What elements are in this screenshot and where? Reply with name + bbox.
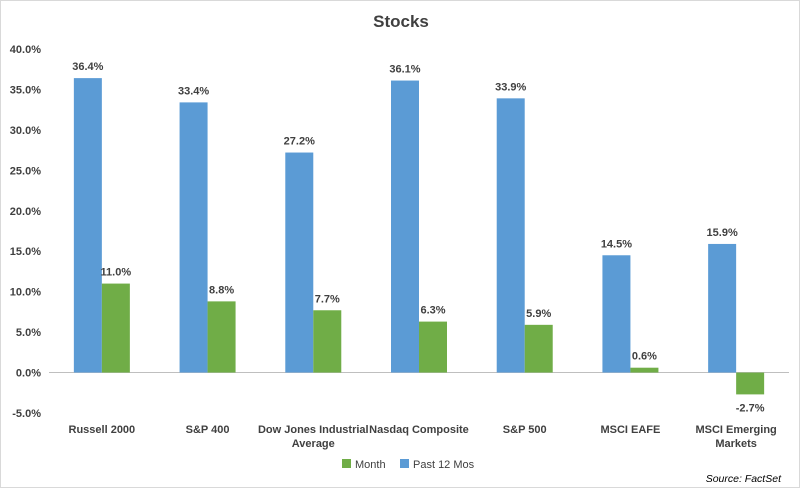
axis-layer: -5.0% 0.0% 5.0% 10.0% 15.0% 20.0% 25.0% 30.0% 35… (10, 44, 789, 450)
bar (524, 324, 553, 373)
source-note: Source: FactSet (706, 473, 782, 485)
bar (630, 367, 659, 373)
bar (285, 152, 314, 373)
bar (602, 255, 631, 373)
bar (73, 78, 102, 373)
data-label: 15.9% (707, 227, 738, 239)
bar (313, 310, 342, 373)
x-tick-label: S&P 500 (503, 424, 547, 436)
legend: Month Past 12 Mos (342, 459, 475, 471)
data-label: 36.4% (72, 61, 103, 73)
bar (496, 98, 525, 373)
y-tick-label: -5.0% (12, 408, 41, 420)
label-layer: 36.4% 11.0% 33.4% 8.8% 27.2% 7.7% 36.1% 6.3% 33.… (72, 61, 764, 414)
x-tick-label: Nasdaq Composite (369, 424, 469, 436)
data-label: 8.8% (209, 284, 234, 296)
data-label: 0.6% (632, 351, 657, 363)
bar (419, 321, 447, 373)
y-tick-label: 35.0% (10, 84, 41, 96)
bar (391, 80, 419, 373)
legend-swatch (342, 459, 351, 468)
x-tick-label: MSCI Emerging (695, 424, 776, 436)
data-label: 33.9% (495, 81, 526, 93)
y-tick-label: 10.0% (10, 287, 41, 299)
legend-label: Month (355, 459, 386, 471)
data-label: 5.9% (526, 308, 551, 320)
data-label: -2.7% (736, 402, 765, 414)
data-label: 11.0% (101, 267, 132, 279)
bar (708, 243, 737, 373)
data-label: 27.2% (284, 136, 315, 148)
data-label: 36.1% (389, 64, 420, 76)
y-tick-label: 5.0% (16, 327, 41, 339)
bar-layer (73, 78, 765, 395)
x-tick-label: Average (292, 438, 335, 450)
bar (736, 372, 765, 395)
y-tick-label: 0.0% (16, 368, 41, 380)
bar (207, 301, 236, 373)
legend-swatch (400, 459, 409, 468)
data-label: 7.7% (315, 293, 340, 305)
x-tick-label: Markets (715, 438, 757, 450)
y-tick-label: 20.0% (10, 206, 41, 218)
y-tick-label: 15.0% (10, 246, 41, 258)
data-label: 14.5% (601, 238, 632, 250)
bar (179, 102, 208, 373)
legend-label: Past 12 Mos (413, 459, 475, 471)
chart-title: Stocks (373, 12, 429, 31)
x-tick-label: Dow Jones Industrial (258, 424, 369, 436)
data-label: 33.4% (178, 85, 209, 97)
x-tick-label: MSCI EAFE (600, 424, 660, 436)
y-tick-label: 30.0% (10, 125, 41, 137)
y-tick-label: 25.0% (10, 165, 41, 177)
x-tick-label: Russell 2000 (69, 424, 136, 436)
data-label: 6.3% (420, 305, 445, 317)
bar (101, 283, 130, 373)
y-tick-label: 40.0% (10, 44, 41, 56)
x-tick-label: S&P 400 (186, 424, 230, 436)
